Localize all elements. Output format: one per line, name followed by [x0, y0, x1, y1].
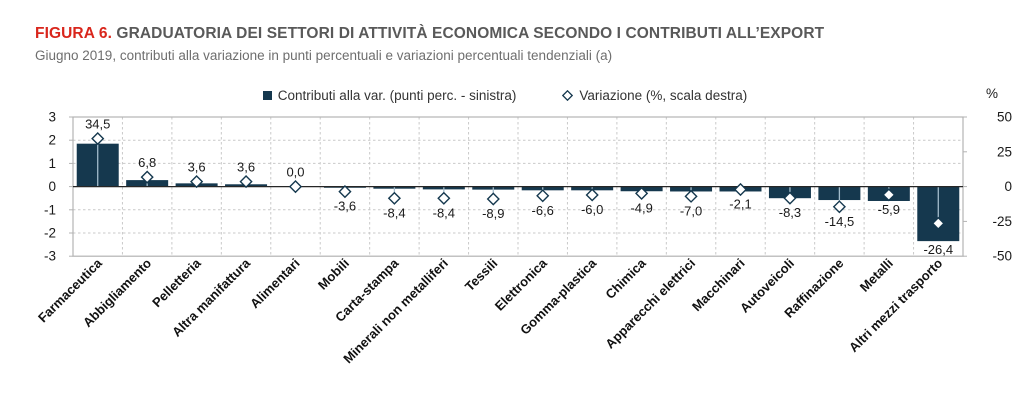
variation-value-label: -5,9 — [878, 202, 900, 217]
variation-value-label: -2,1 — [729, 197, 751, 212]
variation-value-label: -6,6 — [532, 203, 554, 218]
variation-value-label: 34,5 — [85, 117, 110, 132]
variation-value-label: -26,4 — [923, 242, 953, 257]
legend-label-contributi: Contributi alla var. (punti perc. - sini… — [277, 88, 517, 103]
variation-marker — [338, 185, 352, 199]
variation-marker — [437, 191, 451, 205]
variation-value-label: -8,4 — [433, 205, 455, 220]
variation-marker — [140, 170, 154, 184]
category-label: Alimentari — [247, 256, 303, 312]
variation-value-label: 3,6 — [237, 160, 255, 175]
left-axis-tick-label: -1 — [44, 202, 56, 217]
right-axis-tick-label: 25 — [997, 144, 1012, 159]
variation-value-label: -8,9 — [482, 206, 504, 221]
category-label: Metalli — [857, 256, 896, 295]
legend-item-contributi: Contributi alla var. (punti perc. - sini… — [262, 88, 517, 103]
variation-marker — [684, 189, 698, 203]
figure-subtitle: Giugno 2019, contributi alla variazione … — [35, 48, 613, 63]
variation-value-label: -4,9 — [630, 200, 652, 215]
figure-heading: GRADUATORIA DEI SETTORI DI ATTIVITÀ ECON… — [116, 25, 825, 42]
category-label: Minerali non metalliferi — [340, 256, 451, 367]
right-axis-tick-label: 0 — [1004, 179, 1012, 194]
chart-legend: Contributi alla var. (punti perc. - sini… — [0, 88, 1010, 103]
bar-series-swatch-icon — [262, 91, 272, 100]
variation-value-label: -8,4 — [383, 205, 405, 220]
variation-value-label: 3,6 — [188, 160, 206, 175]
variation-marker — [288, 180, 303, 194]
variation-marker — [190, 174, 204, 189]
variation-marker — [536, 189, 550, 203]
variation-marker — [882, 188, 896, 202]
right-axis-unit-label: % — [986, 86, 999, 101]
variation-marker — [635, 186, 649, 201]
variation-marker — [733, 182, 748, 197]
left-axis-tick-label: 1 — [48, 156, 56, 171]
variation-value-label: 0,0 — [286, 165, 304, 180]
category-label: Mobili — [315, 256, 352, 293]
category-label: Apparecchi elettrici — [602, 256, 698, 352]
variation-value-label: 6,8 — [138, 155, 156, 170]
variation-value-label: -14,5 — [825, 214, 855, 229]
variation-value-label: -7,0 — [680, 203, 702, 218]
figure-title: FIGURA 6. GRADUATORIA DEI SETTORI DI ATT… — [35, 25, 824, 43]
legend-item-variazione: Variazione (%, scala destra) — [562, 88, 747, 103]
variation-marker — [931, 216, 945, 230]
category-label: Chimica — [602, 255, 649, 302]
category-label: Tessili — [462, 256, 501, 295]
variation-marker — [239, 174, 253, 189]
category-label: Altri mezzi trasporto — [846, 255, 946, 355]
variation-marker — [91, 131, 105, 146]
diamond-marker-icon — [562, 90, 574, 101]
left-axis-tick-label: -2 — [44, 226, 56, 241]
right-axis-tick-label: 50 — [997, 110, 1012, 125]
left-axis-tick-label: 2 — [48, 133, 56, 148]
left-axis-tick-label: 0 — [48, 179, 56, 194]
legend-label-variazione: Variazione (%, scala destra) — [579, 88, 748, 103]
variation-marker — [832, 200, 846, 214]
variation-marker — [783, 191, 797, 205]
right-axis-tick-label: -50 — [992, 249, 1012, 264]
variation-value-label: -3,6 — [334, 199, 356, 214]
right-axis-tick-label: -25 — [992, 214, 1012, 229]
left-axis-tick-label: -3 — [44, 249, 56, 264]
variation-value-label: -6,0 — [581, 202, 603, 217]
variation-value-label: -8,3 — [779, 205, 801, 220]
variation-marker — [486, 192, 500, 206]
figure-number-label: FIGURA 6. — [35, 25, 112, 42]
variation-marker — [387, 191, 401, 205]
variation-marker — [585, 188, 599, 202]
left-axis-tick-label: 3 — [48, 110, 56, 125]
